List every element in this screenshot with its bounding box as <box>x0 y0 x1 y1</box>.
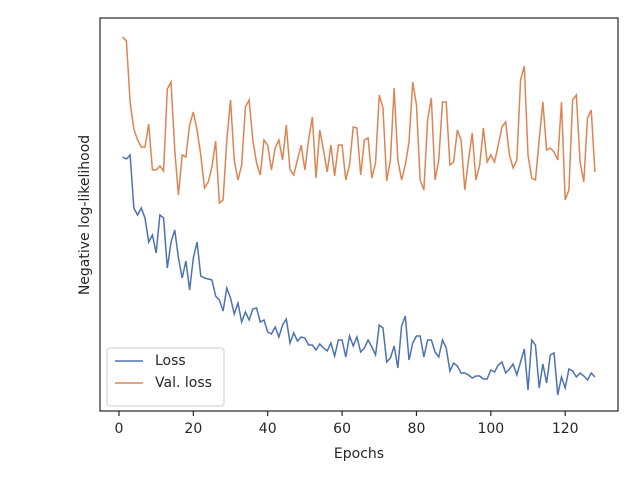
x-tick-label: 40 <box>259 421 277 437</box>
x-tick-label: 60 <box>333 421 351 437</box>
y-axis-label: Negative log-likelihood <box>77 135 93 295</box>
legend-label: Loss <box>155 353 186 369</box>
x-tick-label: 0 <box>115 421 124 437</box>
x-axis-label: Epochs <box>334 446 384 462</box>
x-tick-label: 120 <box>552 421 579 437</box>
x-tick-label: 20 <box>184 421 202 437</box>
legend-label: Val. loss <box>155 375 212 391</box>
plot-frame <box>99 17 619 412</box>
x-tick-label: 80 <box>408 421 426 437</box>
series-line <box>122 36 596 205</box>
legend-box <box>106 347 225 407</box>
series-line <box>122 153 596 396</box>
x-tick-label: 100 <box>477 421 504 437</box>
